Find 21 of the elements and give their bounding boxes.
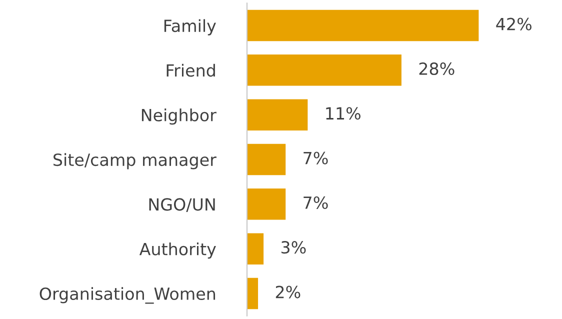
bar — [247, 233, 264, 264]
y-tick-label: Family — [164, 19, 216, 36]
bar — [247, 99, 308, 130]
y-tick-label: Authority — [139, 242, 216, 259]
y-tick-label: NGO/UN — [149, 198, 215, 212]
bar — [247, 188, 286, 220]
bar — [247, 10, 479, 42]
data-label: 2% — [276, 286, 300, 298]
data-label: 3% — [281, 241, 306, 254]
y-tick-label: Site/camp manager — [54, 153, 216, 170]
data-label: 7% — [304, 196, 328, 209]
bar — [247, 144, 286, 176]
y-tick-label: Organisation_Women — [40, 287, 216, 304]
y-tick-label: Neighbor — [142, 108, 216, 125]
data-label: 11% — [326, 107, 360, 120]
bar — [247, 54, 402, 86]
data-label: 28% — [419, 62, 454, 76]
y-tick-label: Friend — [166, 64, 215, 77]
data-label: 42% — [496, 18, 532, 30]
bar — [247, 278, 258, 310]
data-label: 7% — [304, 152, 328, 164]
